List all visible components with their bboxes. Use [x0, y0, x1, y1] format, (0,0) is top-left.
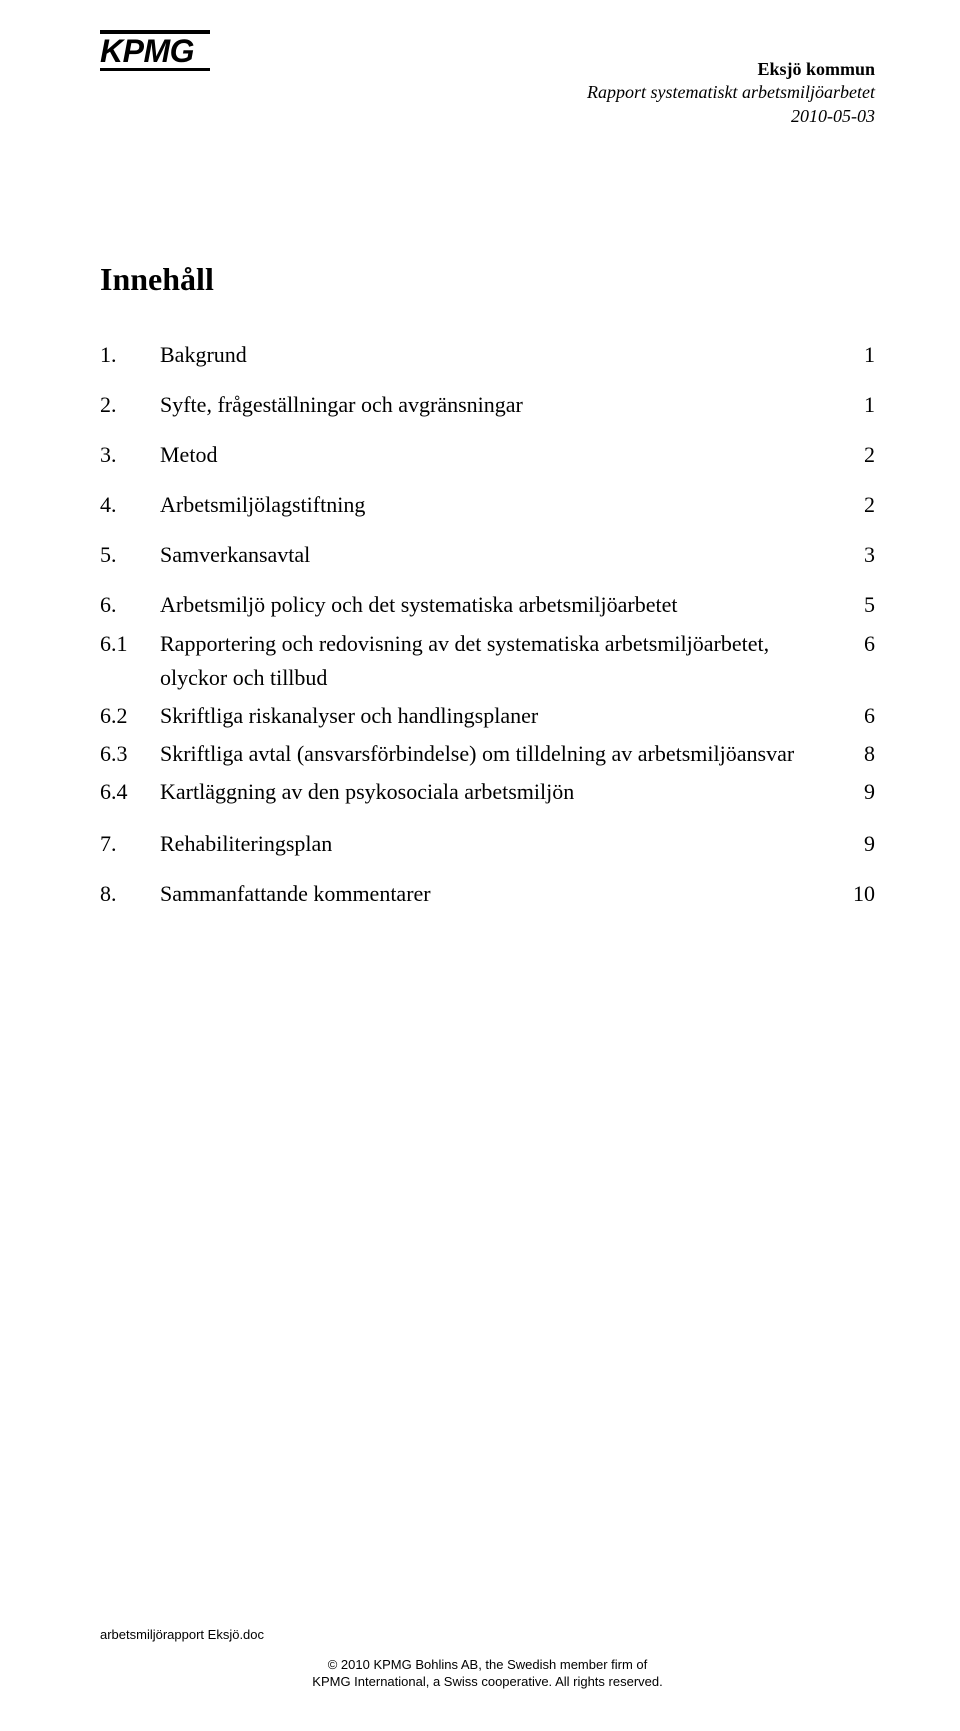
header-date: 2010-05-03 [587, 105, 875, 128]
toc-entry: 7. Rehabiliteringsplan 9 [100, 827, 875, 861]
toc-page: 1 [835, 338, 875, 372]
toc-num: 8. [100, 877, 160, 911]
toc-page: 9 [835, 827, 875, 861]
toc-label: Bakgrund [160, 338, 835, 372]
table-of-contents: 1. Bakgrund 1 2. Syfte, frågeställningar… [100, 338, 875, 911]
toc-entry: 6. Arbetsmiljö policy och det systematis… [100, 588, 875, 622]
toc-page: 6 [835, 627, 875, 661]
toc-num: 3. [100, 438, 160, 472]
footer-copy-line2: KPMG International, a Swiss cooperative.… [100, 1673, 875, 1691]
page: KPMG Eksjö kommun Rapport systematiskt a… [0, 0, 960, 1731]
header-block: Eksjö kommun Rapport systematiskt arbets… [587, 58, 875, 128]
footer: arbetsmiljörapport Eksjö.doc © 2010 KPMG… [100, 1627, 875, 1691]
toc-label: Skriftliga riskanalyser och handlingspla… [160, 699, 835, 733]
toc-page: 8 [835, 737, 875, 771]
kpmg-logo: KPMG [100, 30, 210, 71]
toc-num: 4. [100, 488, 160, 522]
toc-num: 5. [100, 538, 160, 572]
toc-label: Kartläggning av den psykosociala arbetsm… [160, 775, 835, 809]
footer-docname: arbetsmiljörapport Eksjö.doc [100, 1627, 875, 1642]
toc-label: Sammanfattande kommentarer [160, 877, 835, 911]
footer-copy-line1: © 2010 KPMG Bohlins AB, the Swedish memb… [100, 1656, 875, 1674]
toc-page: 3 [835, 538, 875, 572]
logo-text: KPMG [100, 33, 194, 69]
toc-label: Metod [160, 438, 835, 472]
toc-num: 6.4 [100, 775, 160, 809]
toc-group-6: 6. Arbetsmiljö policy och det systematis… [100, 588, 875, 809]
toc-entry: 3. Metod 2 [100, 438, 875, 472]
toc-label: Skriftliga avtal (ansvarsförbindelse) om… [160, 737, 835, 771]
toc-num: 7. [100, 827, 160, 861]
toc-num: 6.1 [100, 627, 160, 661]
page-title: Innehåll [100, 261, 875, 298]
toc-num: 6.3 [100, 737, 160, 771]
toc-entry: 6.2 Skriftliga riskanalyser och handling… [100, 699, 875, 733]
toc-label: Arbetsmiljö policy och det systematiska … [160, 588, 835, 622]
toc-page: 2 [835, 488, 875, 522]
toc-page: 1 [835, 388, 875, 422]
toc-page: 6 [835, 699, 875, 733]
toc-entry: 4. Arbetsmiljölagstiftning 2 [100, 488, 875, 522]
toc-entry: 2. Syfte, frågeställningar och avgränsni… [100, 388, 875, 422]
toc-entry: 8. Sammanfattande kommentarer 10 [100, 877, 875, 911]
toc-num: 2. [100, 388, 160, 422]
toc-page: 10 [835, 877, 875, 911]
toc-num: 6. [100, 588, 160, 622]
toc-num: 1. [100, 338, 160, 372]
toc-num: 6.2 [100, 699, 160, 733]
toc-label: Rapportering och redovisning av det syst… [160, 627, 835, 695]
toc-entry: 1. Bakgrund 1 [100, 338, 875, 372]
toc-label: Syfte, frågeställningar och avgränsninga… [160, 388, 835, 422]
toc-page: 2 [835, 438, 875, 472]
toc-label: Samverkansavtal [160, 538, 835, 572]
toc-entry: 5. Samverkansavtal 3 [100, 538, 875, 572]
toc-page: 5 [835, 588, 875, 622]
toc-label: Rehabiliteringsplan [160, 827, 835, 861]
footer-copyright: © 2010 KPMG Bohlins AB, the Swedish memb… [100, 1656, 875, 1691]
header-report-title: Rapport systematiskt arbetsmiljöarbetet [587, 81, 875, 104]
toc-label: Arbetsmiljölagstiftning [160, 488, 835, 522]
toc-entry: 6.3 Skriftliga avtal (ansvarsförbindelse… [100, 737, 875, 771]
toc-page: 9 [835, 775, 875, 809]
toc-entry: 6.4 Kartläggning av den psykosociala arb… [100, 775, 875, 809]
toc-entry: 6.1 Rapportering och redovisning av det … [100, 627, 875, 695]
header-org: Eksjö kommun [587, 58, 875, 81]
